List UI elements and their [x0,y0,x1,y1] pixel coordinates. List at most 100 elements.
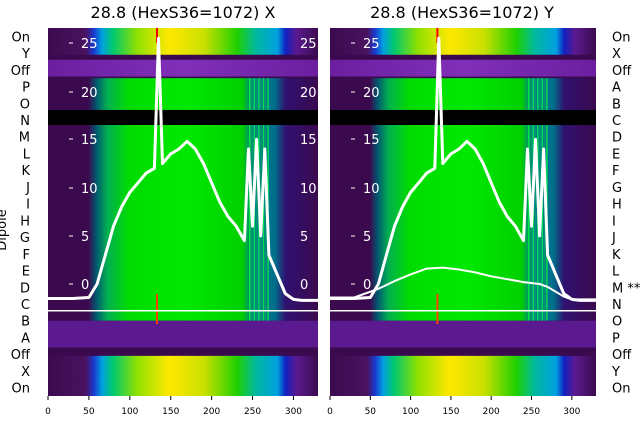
series-line-1 [330,36,596,302]
row-label: K [21,164,30,179]
row-label: X [612,47,621,62]
x-tick-label: 100 [121,407,138,417]
inset-tick-label-right: 5 [300,230,308,245]
row-label: D [20,281,30,296]
row-label: J [611,231,616,246]
inset-tick-label: 15 [81,133,98,148]
heatmap-top-band [330,28,596,55]
inset-tick-label: 25 [363,37,380,52]
inset-tick-label: 20 [81,86,98,101]
row-label: M [19,131,30,146]
inset-tick-label: 20 [363,86,380,101]
x-tick-label: 50 [365,407,377,417]
row-label: B [612,97,621,112]
inset-tick-label-right: 20 [300,86,317,101]
row-label: N [612,298,622,313]
heatmap-stripe [534,78,537,321]
row-label: F [612,164,619,179]
row-label: Y [21,47,30,62]
row-label: Off [612,64,632,79]
row-label: H [20,214,30,229]
hot-spot-top [436,28,439,44]
row-label: On [12,30,30,45]
inset-tick-label-right: 25 [300,37,317,52]
heatmap-stripe [255,78,258,321]
row-label: P [612,331,620,346]
heatmap-top-band [48,28,318,55]
row-label: H [612,198,622,213]
heatmap-black-band [48,109,318,126]
row-label: Off [11,64,31,79]
row-label: D [612,131,622,146]
row-label: G [612,181,622,196]
hot-spot-lower [156,293,158,325]
row-label: G [20,231,30,246]
x-tick-label: 200 [203,407,220,417]
inset-tick-label: 5 [363,230,371,245]
x-tick-label: 50 [83,407,95,417]
inset-tick-label: 0 [363,278,371,293]
heatmap-bottom-band [48,355,318,396]
row-label: F [23,248,30,263]
chart-title: 28.8 (HexS36=1072) X [91,3,276,22]
x-tick-label: 100 [402,407,419,417]
row-label: X [21,365,30,380]
row-label: A [612,81,621,96]
x-tick-label: 150 [442,407,459,417]
row-label: L [612,265,620,280]
row-label: On [12,382,30,397]
inset-tick-label-right: 0 [300,278,308,293]
inset-tick-label: 15 [363,133,380,148]
row-label: B [21,315,30,330]
x-tick-label: 150 [162,407,179,417]
row-label: L [23,147,31,162]
heatmap-off-band-top [330,59,596,77]
row-label: M ** [612,281,640,296]
row-label: Off [612,348,632,363]
inset-tick-label-right: 10 [300,182,317,197]
inset-tick-label: 10 [81,182,98,197]
x-tick-label: 0 [327,407,333,417]
series-line-1 [48,36,318,302]
row-label: I [26,198,30,213]
row-label: On [612,30,630,45]
heatmap-off-band-bottom [48,320,318,348]
inset-tick-label-right: 15 [300,133,317,148]
x-tick-label: 300 [285,407,302,417]
row-label: E [22,265,30,280]
row-label: On [612,382,630,397]
row-label: P [22,81,30,96]
row-label: O [20,97,30,112]
heatmap-off-band-top [48,59,318,77]
x-tick-label: 300 [563,407,580,417]
heatmap-off-band-bottom [330,320,596,348]
row-label: J [25,181,30,196]
row-label: C [612,114,621,129]
row-label: I [612,214,616,229]
row-label: N [20,114,30,129]
row-label: Off [11,348,31,363]
inset-tick-label: 0 [81,278,89,293]
row-label: K [612,248,621,263]
x-tick-label: 250 [244,407,261,417]
x-tick-label: 250 [523,407,540,417]
hot-spot-top [156,28,158,44]
x-tick-label: 0 [45,407,51,417]
row-label: E [612,147,620,162]
y-axis-label: Dipole [0,209,10,250]
inset-tick-label: 25 [81,37,98,52]
heatmap-bottom-band [330,355,596,396]
row-label: O [612,315,622,330]
x-tick-label: 200 [483,407,500,417]
inset-tick-label: 10 [363,182,380,197]
chart-title: 28.8 (HexS36=1072) Y [370,3,554,22]
hot-spot-lower [436,293,439,325]
row-label: Y [611,365,620,380]
row-label: C [21,298,30,313]
series-line-2 [330,266,596,301]
heatmap-black-band [330,109,596,126]
row-label: A [21,331,30,346]
panel-1: 25 25 20 20 15 15 10 10 5 50 0 28.8 (HexS36=1072) X… [0,3,318,417]
